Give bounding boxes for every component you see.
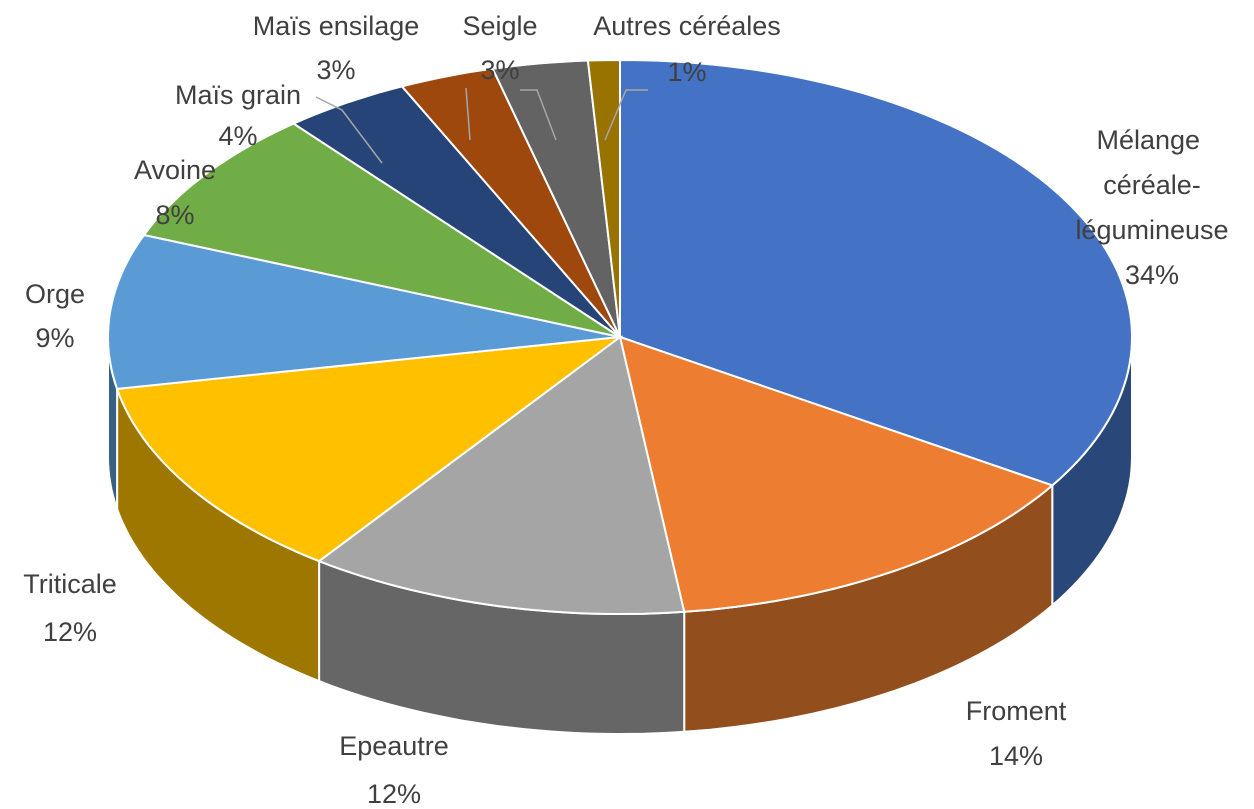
leader-line (465, 87, 471, 141)
slice (115, 335, 624, 563)
value-label: 8% (155, 200, 194, 230)
slice (142, 122, 621, 338)
value-label: 9% (35, 323, 74, 353)
category-label: Seigle (462, 11, 537, 41)
leader-line (604, 89, 648, 141)
value-label: 12% (43, 617, 97, 647)
category-label: Orge (25, 279, 85, 309)
value-label: 12% (367, 779, 421, 809)
leader-line (520, 89, 557, 141)
category-label: Maïs ensilage (253, 11, 420, 41)
slice (106, 233, 621, 390)
label-line: Mélange (1096, 125, 1207, 155)
slice (618, 335, 1055, 613)
value-label: 14% (989, 741, 1043, 771)
category-label: Epeautre (339, 731, 449, 761)
slice (291, 85, 621, 338)
leader-line (315, 96, 383, 164)
value-label: 1% (667, 57, 706, 87)
value-label: 4% (218, 121, 257, 151)
category-label: Autres céréales (593, 11, 781, 41)
value-label: 3% (480, 55, 519, 85)
category-label: Mélange céréale-légumineuse (1075, 125, 1228, 245)
slice (491, 59, 621, 338)
category-label: Avoine (134, 155, 216, 185)
category-label: Triticale (23, 569, 117, 599)
value-label: 3% (316, 55, 355, 85)
label-line: céréale- (1103, 170, 1201, 200)
category-label: Maïs grain (175, 80, 301, 110)
slice (317, 335, 686, 616)
value-label: 34% (1125, 260, 1179, 290)
slice (619, 58, 1134, 487)
label-line: légumineuse (1075, 215, 1228, 245)
category-label: Froment (966, 696, 1067, 726)
slice (400, 67, 621, 338)
